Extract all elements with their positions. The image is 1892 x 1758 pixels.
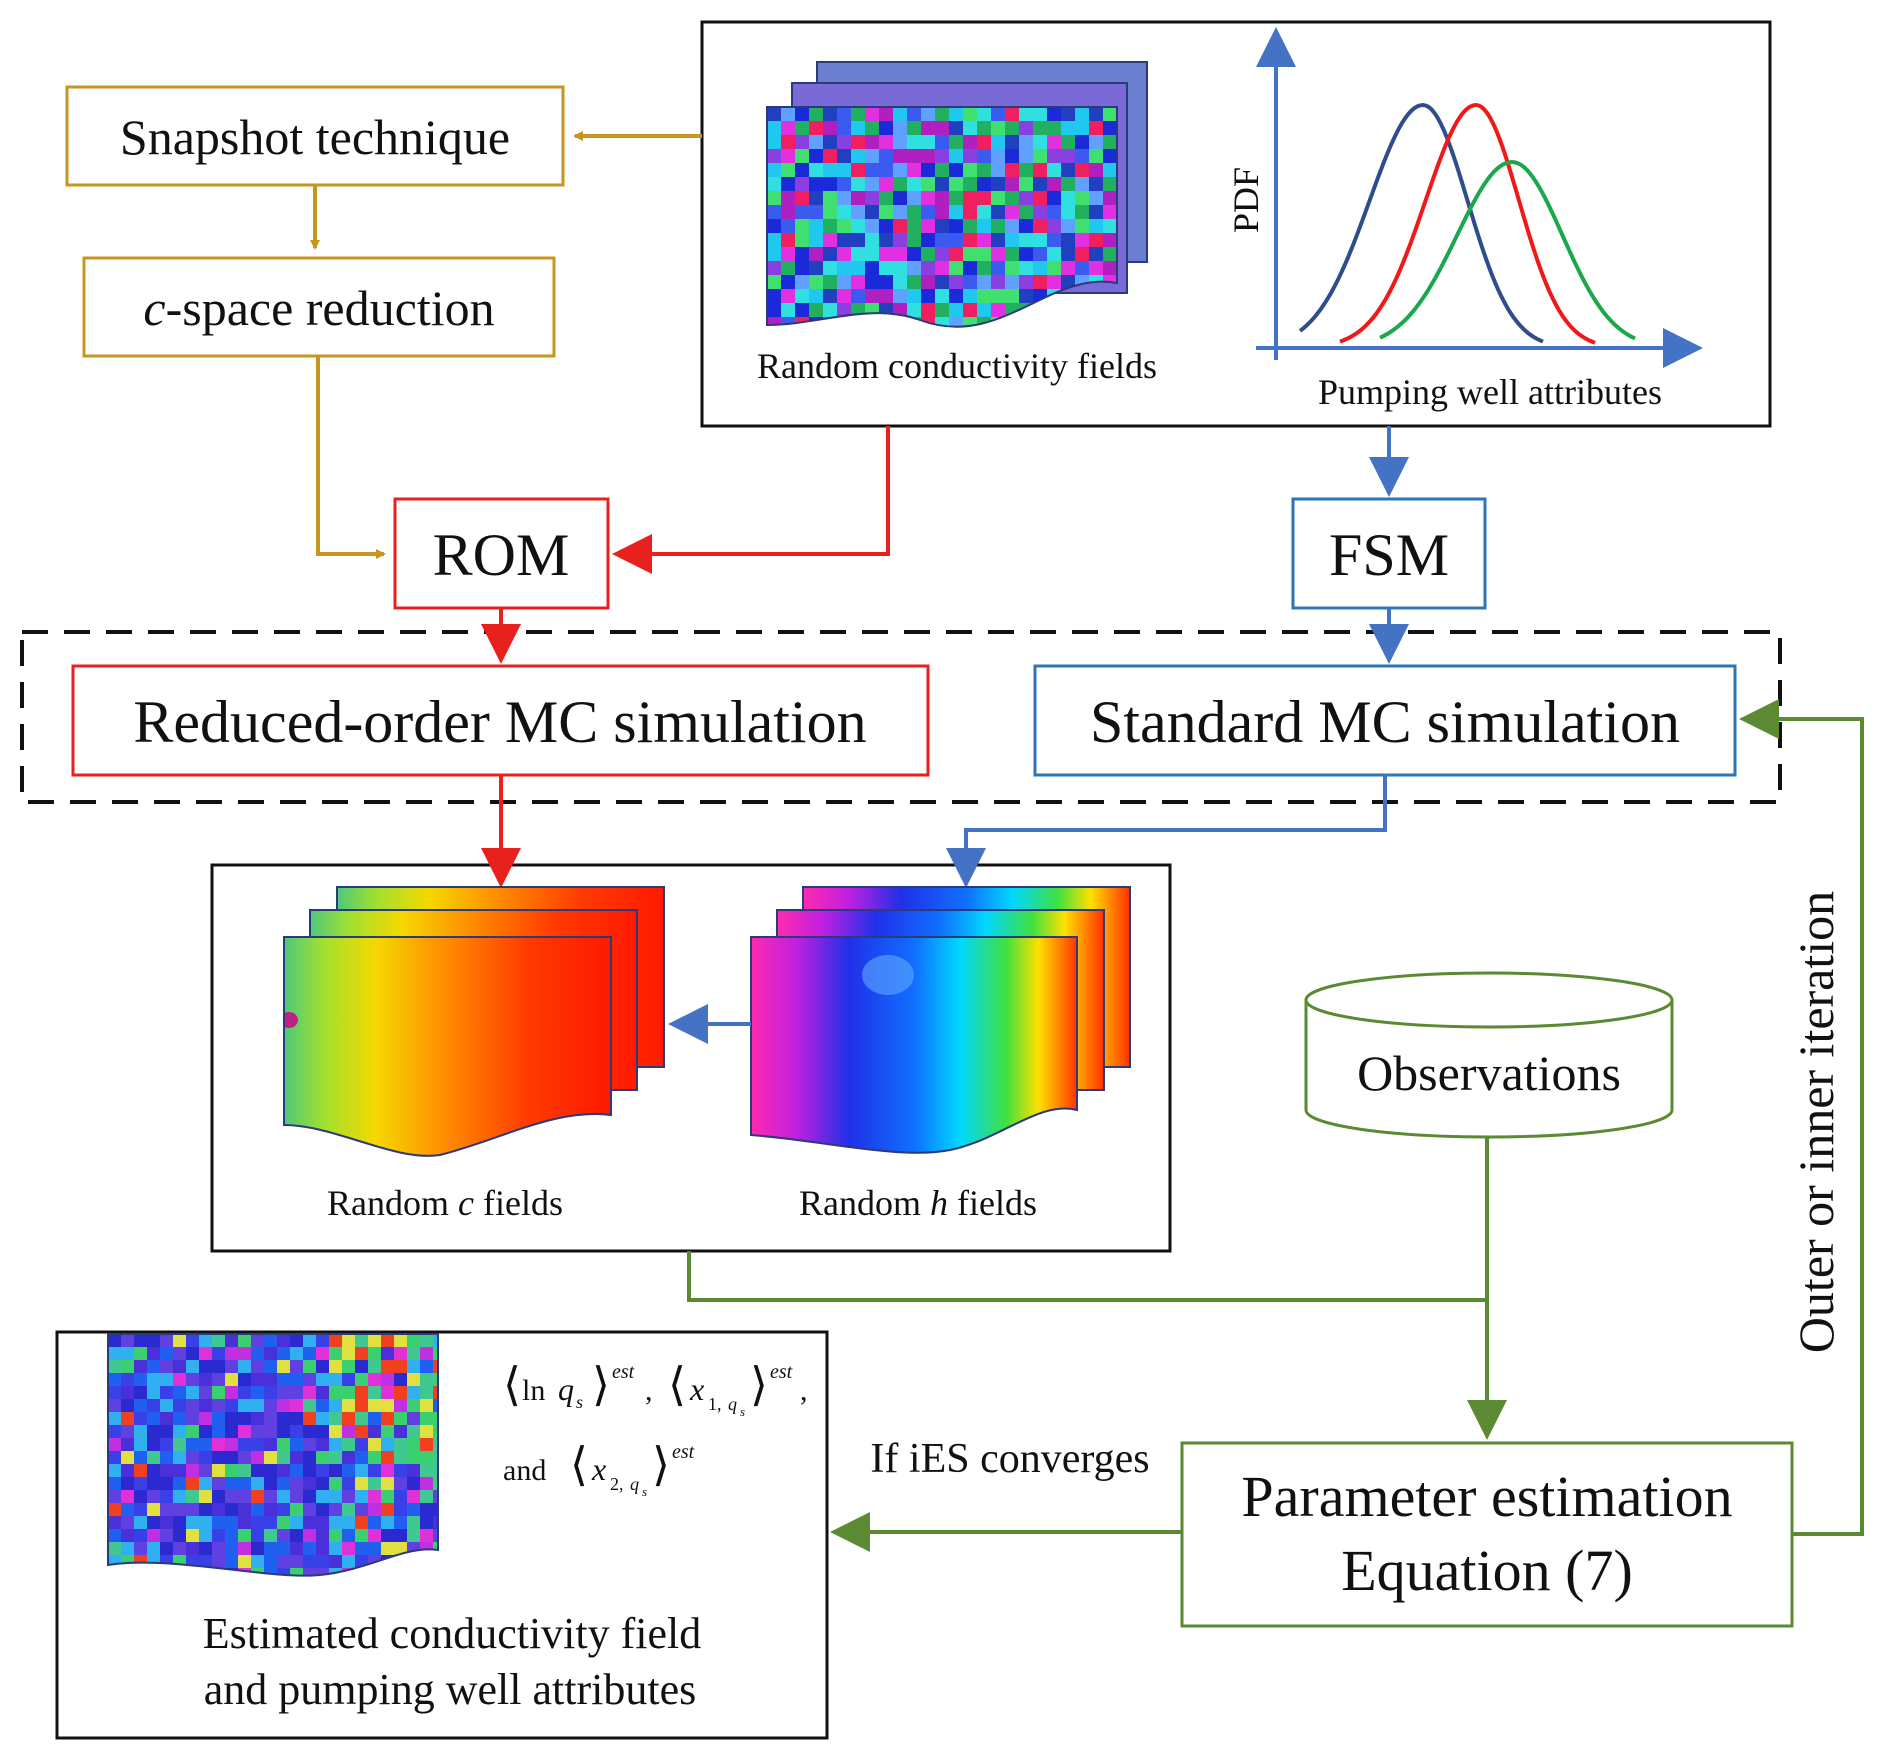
converge-label: If iES converges (870, 1436, 1149, 1482)
svg-text:q: q (558, 1371, 574, 1407)
svg-text:x: x (591, 1451, 606, 1487)
svg-text:s: s (642, 1484, 647, 1499)
parameter-estimation-line1: Parameter estimation (1241, 1464, 1732, 1529)
pdf-curve-green (1379, 159, 1636, 341)
c-space-reduction-label: c-space reduction (143, 280, 494, 336)
arrow-cspace-to-rom (316, 356, 386, 559)
rom-label: ROM (433, 522, 570, 588)
svg-text:q: q (630, 1474, 639, 1494)
arrow-fields-to-merge (687, 1251, 1487, 1302)
parameter-estimation-box (1180, 1441, 1794, 1628)
pumping-well-attributes-caption: Pumping well attributes (1318, 372, 1662, 412)
c-space-reduction-box (82, 256, 556, 358)
svg-text:q: q (728, 1394, 737, 1414)
svg-text:x: x (689, 1371, 704, 1407)
observations-label: Observations (1357, 1045, 1621, 1101)
pdf-curve-red (1339, 102, 1596, 345)
svg-text:1,: 1, (708, 1394, 722, 1414)
random-c-fields-caption: Random c fields (327, 1183, 563, 1223)
conductivity-fields-caption: Random conductivity fields (757, 346, 1157, 386)
output-caption-line1: Estimated conductivity field (203, 1609, 702, 1658)
svg-text:s: s (740, 1404, 745, 1419)
standard-mc-label: Standard MC simulation (1090, 689, 1680, 755)
svg-text:est: est (770, 1361, 793, 1383)
svg-text:⟩: ⟩ (592, 1359, 610, 1410)
svg-text:est: est (612, 1361, 635, 1383)
rom-box (393, 497, 610, 610)
arrow-inputs-to-rom (612, 426, 890, 574)
arrow-iteration-feedback (1739, 699, 1864, 1536)
svg-text:s: s (576, 1392, 583, 1412)
output-caption-line2: and pumping well attributes (204, 1665, 696, 1714)
snapshot-technique-box (65, 85, 565, 187)
reduced-order-mc-label: Reduced-order MC simulation (133, 689, 866, 755)
svg-text:⟩: ⟩ (652, 1439, 670, 1490)
svg-text:,: , (645, 1374, 653, 1407)
iteration-label: Outer or inner iteration (1788, 891, 1844, 1353)
svg-text:est: est (672, 1441, 695, 1463)
svg-text:⟨: ⟨ (570, 1439, 588, 1490)
c-field-front (283, 936, 612, 1157)
svg-text:ln: ln (522, 1374, 545, 1407)
conductivity-field-front (766, 106, 1118, 328)
estimated-conductivity-field (107, 1333, 439, 1577)
standard-mc-box (1033, 664, 1737, 777)
svg-text:⟨: ⟨ (668, 1359, 686, 1410)
svg-text:and: and (503, 1454, 546, 1487)
reduced-order-mc-box (71, 664, 930, 777)
parameter-estimation-line2: Equation (7) (1341, 1538, 1633, 1603)
h-field-front (750, 936, 1078, 1154)
svg-text:,: , (800, 1374, 808, 1407)
arrow-standard-mc-to-h-fields (946, 775, 1387, 888)
fsm-label: FSM (1329, 522, 1449, 588)
pdf-plot: PDF (1226, 27, 1703, 368)
svg-text:⟩: ⟩ (750, 1359, 768, 1410)
svg-text:2,: 2, (610, 1474, 624, 1494)
random-h-fields-caption: Random h fields (799, 1183, 1037, 1223)
observations-cylinder (1304, 971, 1674, 1139)
snapshot-technique-label: Snapshot technique (120, 109, 510, 165)
svg-text:⟨: ⟨ (503, 1359, 521, 1410)
pdf-y-label: PDF (1226, 167, 1266, 233)
estimates-formula: ⟨ ln q s ⟩ est , ⟨ x 1, q s ⟩ est , and … (503, 1359, 808, 1499)
pdf-curve-blue (1298, 102, 1544, 344)
